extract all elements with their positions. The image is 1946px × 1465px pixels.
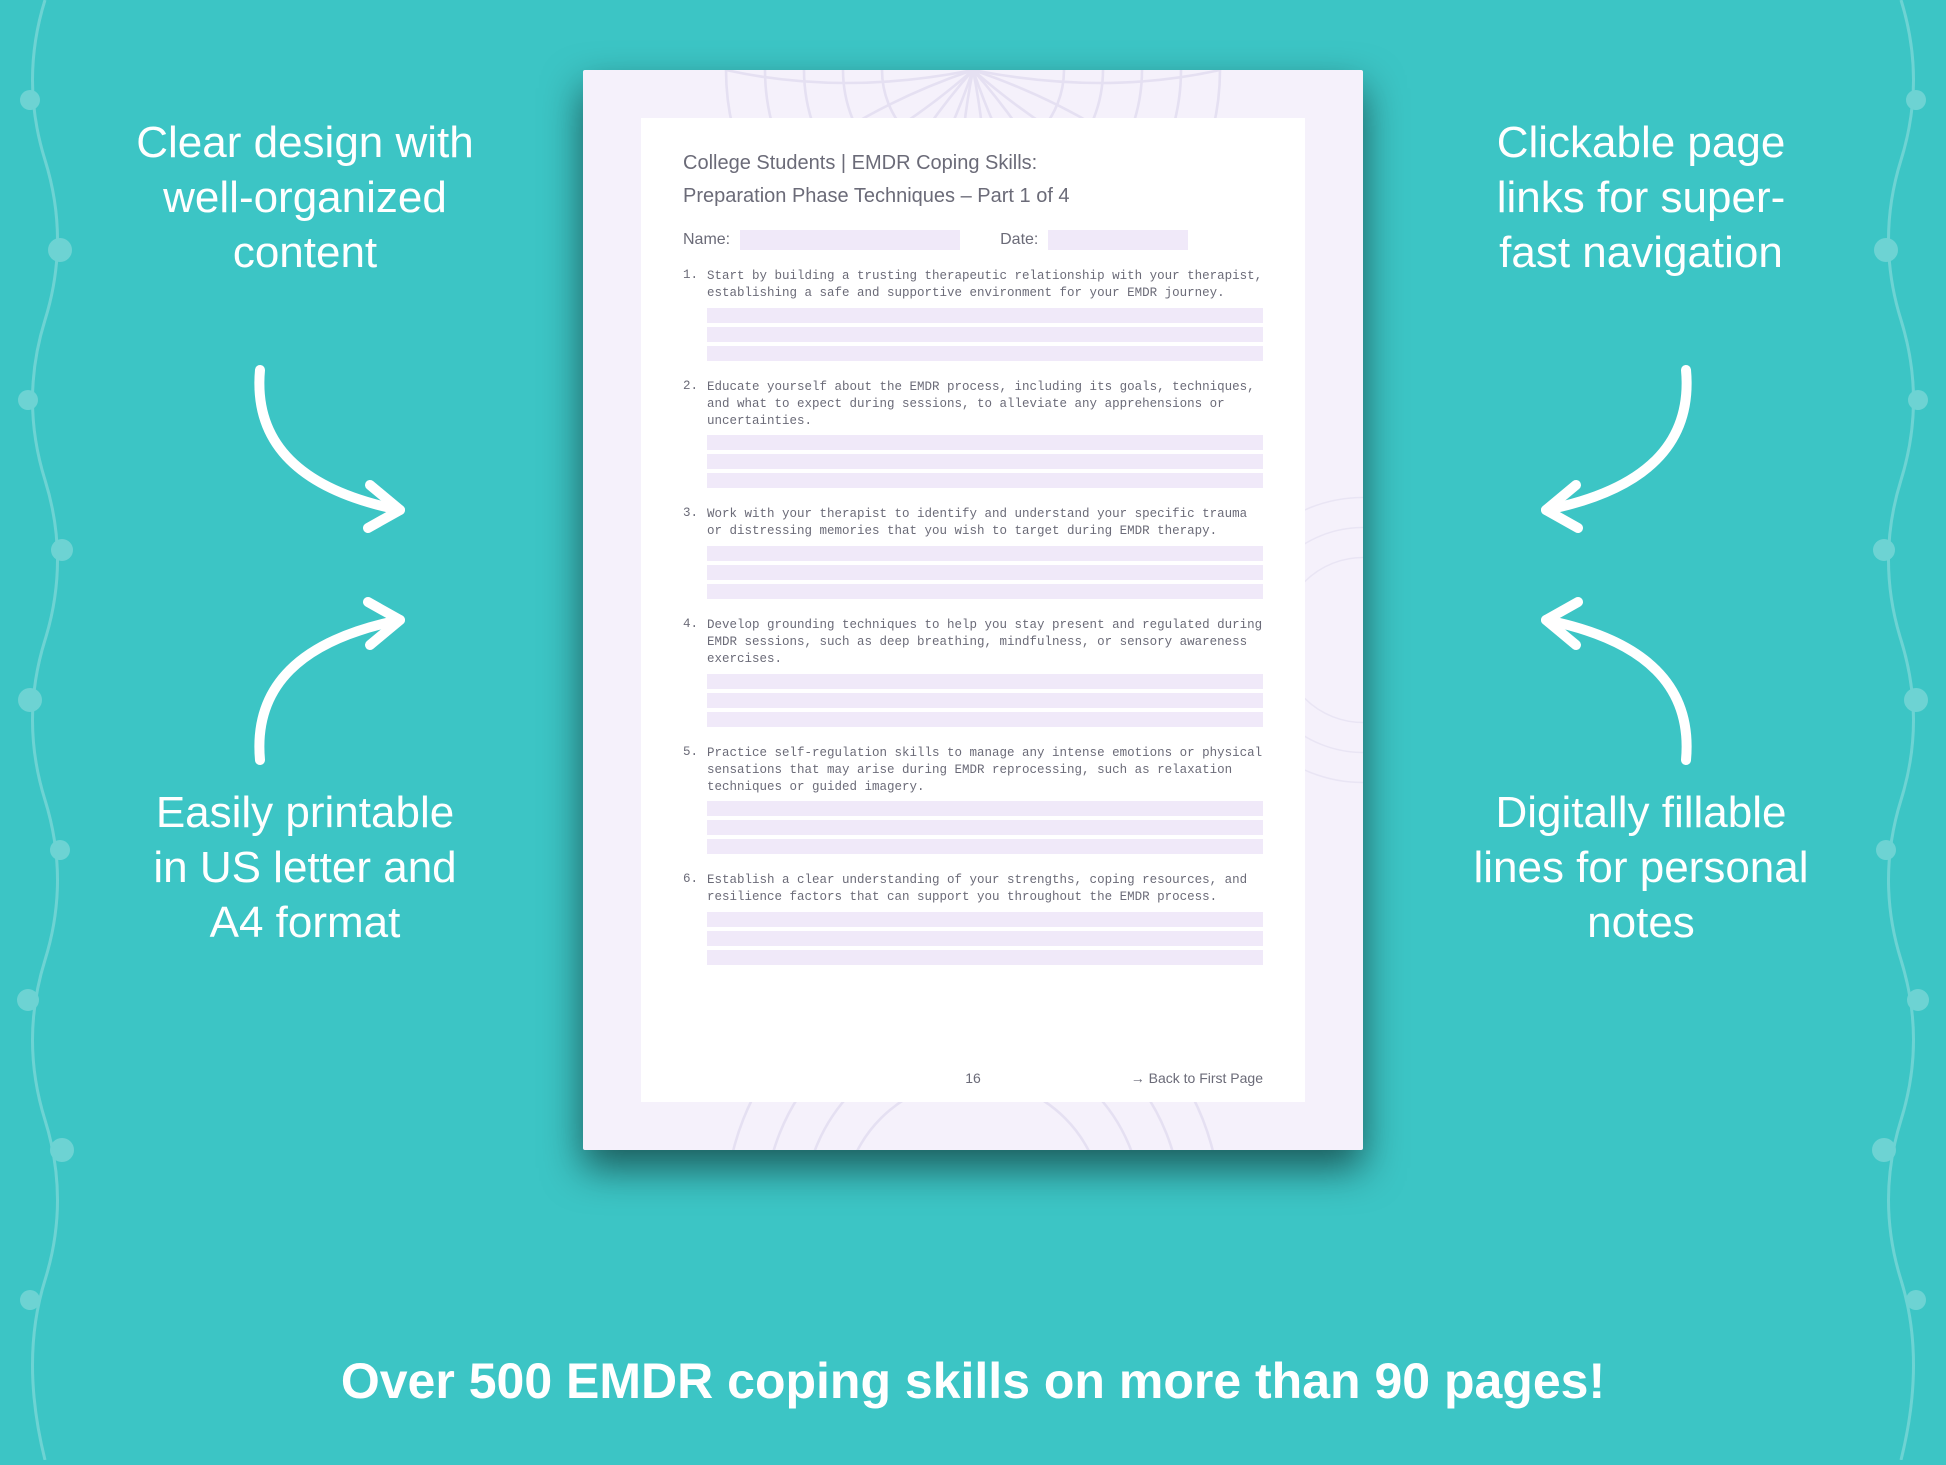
arrow-bottom-left (230, 590, 450, 770)
item-text: Practice self-regulation skills to manag… (707, 745, 1263, 796)
worksheet-inner: College Students | EMDR Coping Skills: P… (641, 118, 1305, 1102)
name-input[interactable] (740, 230, 960, 250)
back-to-first-page-link[interactable]: → Back to First Page (1131, 1070, 1263, 1086)
floral-border-left (0, 0, 90, 1460)
items-list: 1.Start by building a trusting therapeut… (683, 268, 1263, 969)
item-number: 1. (683, 268, 701, 365)
name-label: Name: (683, 231, 730, 249)
document-subtitle: Preparation Phase Techniques – Part 1 of… (683, 185, 1263, 208)
date-label: Date: (1000, 231, 1038, 249)
fillable-line[interactable] (707, 308, 1263, 323)
callout-bottom-left: Easily printable in US letter and A4 for… (135, 785, 475, 950)
callout-top-left: Clear design with well-organized content (135, 115, 475, 280)
item-number: 3. (683, 506, 701, 603)
item-text: Start by building a trusting therapeutic… (707, 268, 1263, 302)
arrow-top-left (230, 360, 450, 540)
item-text: Develop grounding techniques to help you… (707, 617, 1263, 668)
fillable-line[interactable] (707, 435, 1263, 450)
worksheet-item: 4.Develop grounding techniques to help y… (683, 617, 1263, 731)
fillable-line[interactable] (707, 327, 1263, 342)
worksheet-page: College Students | EMDR Coping Skills: P… (583, 70, 1363, 1150)
callout-top-right: Clickable page links for super-fast navi… (1471, 115, 1811, 280)
fillable-line[interactable] (707, 820, 1263, 835)
page-footer: 16 → Back to First Page (683, 1070, 1263, 1086)
fillable-line[interactable] (707, 931, 1263, 946)
document-title: College Students | EMDR Coping Skills: (683, 152, 1263, 175)
fillable-line[interactable] (707, 693, 1263, 708)
worksheet-item: 5.Practice self-regulation skills to man… (683, 745, 1263, 859)
fillable-line[interactable] (707, 473, 1263, 488)
fillable-line[interactable] (707, 912, 1263, 927)
item-text: Educate yourself about the EMDR process,… (707, 379, 1263, 430)
fillable-line[interactable] (707, 346, 1263, 361)
fillable-line[interactable] (707, 454, 1263, 469)
bottom-banner: Over 500 EMDR coping skills on more than… (0, 1352, 1946, 1410)
floral-border-right (1856, 0, 1946, 1460)
callout-bottom-right: Digitally fillable lines for personal no… (1471, 785, 1811, 950)
worksheet-item: 3.Work with your therapist to identify a… (683, 506, 1263, 603)
date-input[interactable] (1048, 230, 1188, 250)
item-number: 2. (683, 379, 701, 493)
fillable-line[interactable] (707, 565, 1263, 580)
fillable-line[interactable] (707, 950, 1263, 965)
item-text: Work with your therapist to identify and… (707, 506, 1263, 540)
worksheet-item: 1.Start by building a trusting therapeut… (683, 268, 1263, 365)
fillable-line[interactable] (707, 546, 1263, 561)
worksheet-item: 6.Establish a clear understanding of you… (683, 872, 1263, 969)
arrow-bottom-right (1496, 590, 1716, 770)
worksheet-item: 2.Educate yourself about the EMDR proces… (683, 379, 1263, 493)
fillable-line[interactable] (707, 839, 1263, 854)
meta-row: Name: Date: (683, 230, 1263, 250)
page-number: 16 (965, 1070, 981, 1086)
arrow-top-right (1496, 360, 1716, 540)
fillable-line[interactable] (707, 712, 1263, 727)
item-number: 4. (683, 617, 701, 731)
fillable-line[interactable] (707, 584, 1263, 599)
fillable-line[interactable] (707, 801, 1263, 816)
item-text: Establish a clear understanding of your … (707, 872, 1263, 906)
fillable-line[interactable] (707, 674, 1263, 689)
item-number: 6. (683, 872, 701, 969)
item-number: 5. (683, 745, 701, 859)
